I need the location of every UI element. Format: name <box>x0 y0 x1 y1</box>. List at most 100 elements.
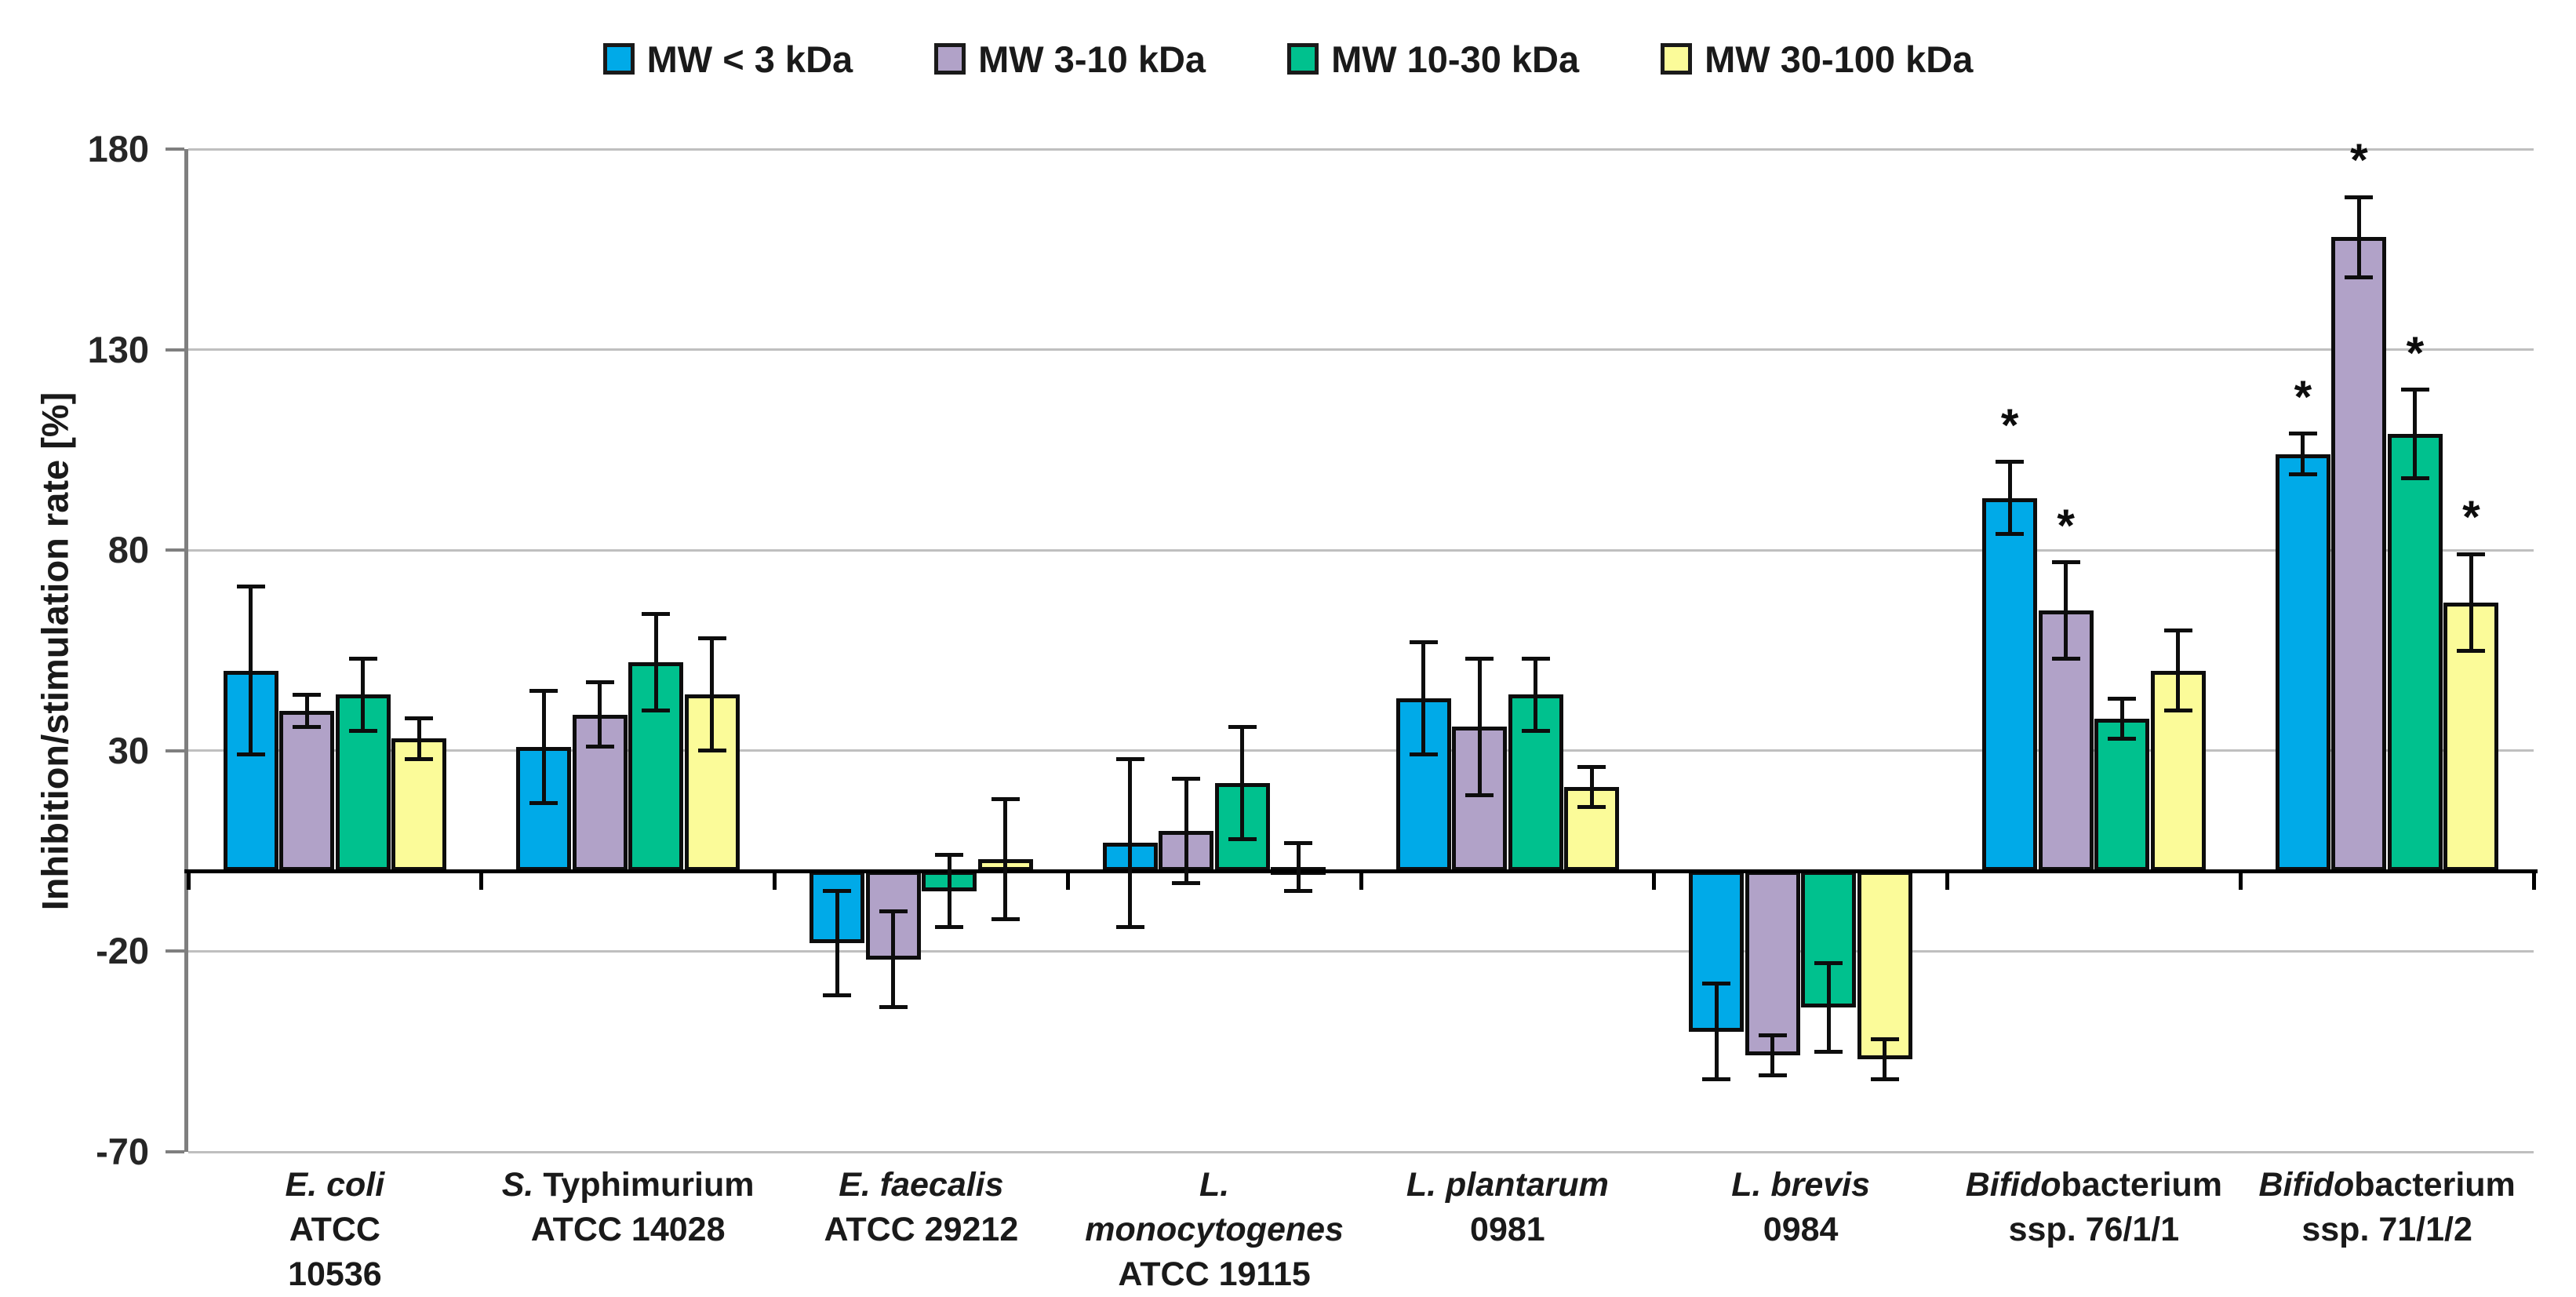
y-tick-label: 180 <box>87 128 149 169</box>
x-category-label-line: S. Typhimurium <box>501 1166 755 1204</box>
error-bar-cap-bottom <box>585 745 614 749</box>
error-bar-line <box>1534 658 1538 731</box>
error-bar-cap-bottom <box>991 917 1020 921</box>
error-bar-cap-bottom <box>293 724 322 729</box>
error-bar-cap-bottom <box>2400 475 2429 480</box>
error-bar-cap-bottom <box>1172 880 1201 885</box>
error-bar-line <box>1421 642 1426 755</box>
significance-asterisk: * <box>2406 327 2425 379</box>
error-bar-cap-bottom <box>1115 925 1144 930</box>
error-bar-cap-bottom <box>1996 532 2025 537</box>
y-tick-label: -20 <box>96 930 149 972</box>
error-bar-cap-top <box>2400 388 2429 392</box>
legend-item: MW 3-10 kDa <box>934 38 1206 81</box>
error-bar-cap-bottom <box>2163 709 2192 713</box>
error-bar-cap-bottom <box>529 800 558 805</box>
error-bar-line <box>249 586 253 755</box>
x-category-label: L. brevis 0984 <box>1654 1163 1948 1252</box>
error-bar-line <box>1770 1035 1775 1076</box>
error-bar-cap-top <box>1228 724 1257 729</box>
error-bar-cap-top <box>697 636 726 641</box>
error-bar-line <box>835 891 839 996</box>
x-axis-tick <box>2238 873 2243 891</box>
x-category-label: Bifidobacterium ssp. 71/1/2 <box>2240 1163 2534 1252</box>
x-category-label: L. monocytogenes ATCC 19115 <box>1068 1163 1361 1297</box>
error-bar-cap-bottom <box>1758 1073 1787 1078</box>
x-category-label-line: ssp. 76/1/1 <box>2008 1211 2180 1248</box>
x-category-label-line: L. brevis <box>1731 1166 1871 1204</box>
error-bar-cap-top <box>991 796 1020 801</box>
error-bar-cap-top <box>2345 195 2374 199</box>
error-bar-cap-bottom <box>823 993 852 998</box>
bar <box>1857 871 1912 1060</box>
gridline <box>188 1150 2534 1153</box>
error-bar-line <box>1477 658 1482 796</box>
x-category-label-line: ATCC 14028 <box>530 1211 726 1248</box>
significance-asterisk: * <box>2000 399 2019 451</box>
error-bar-line <box>2176 630 2181 711</box>
bar <box>2275 454 2330 872</box>
legend-item: MW 30-100 kDa <box>1661 38 1973 81</box>
x-category-label-line: ATCC 19115 <box>1118 1255 1311 1293</box>
error-bar-line <box>2356 197 2361 278</box>
legend-label: MW < 3 kDa <box>646 38 853 80</box>
error-bar-cap-bottom <box>1577 804 1606 809</box>
error-bar-cap-top <box>529 688 558 693</box>
gridline <box>188 749 2534 752</box>
x-category-label-line: 0981 <box>1470 1211 1545 1248</box>
error-bar-cap-bottom <box>1870 1077 1899 1082</box>
bar <box>279 710 335 872</box>
error-bar-cap-top <box>2163 628 2192 632</box>
legend-item: MW 10-30 kDa <box>1287 38 1579 81</box>
chart-legend: MW < 3 kDa MW 3-10 kDa MW 10-30 kDa MW 30-1… <box>0 31 2576 86</box>
x-axis-line <box>184 869 2538 873</box>
y-axis-tick <box>166 548 184 552</box>
error-bar-cap-bottom <box>1702 1077 1731 1082</box>
error-bar-cap-bottom <box>1465 792 1494 797</box>
error-bar-cap-bottom <box>348 728 377 733</box>
legend-swatch <box>602 43 635 75</box>
y-tick-label: 80 <box>107 529 149 571</box>
error-bar-cap-top <box>1577 764 1606 769</box>
error-bar-cap-top <box>879 909 908 913</box>
error-bar-cap-top <box>1996 460 2025 465</box>
error-bar-cap-top <box>1465 656 1494 661</box>
error-bar-line <box>2301 433 2305 475</box>
bar <box>2094 718 2150 872</box>
error-bar-cap-bottom <box>2345 275 2374 280</box>
significance-asterisk: * <box>2057 500 2075 552</box>
x-category-label: L. plantarum 0981 <box>1361 1163 1654 1252</box>
y-axis-tick <box>166 148 184 151</box>
x-category-label: S. Typhimurium ATCC 14028 <box>482 1163 775 1252</box>
error-bar-line <box>361 658 366 731</box>
legend-label: MW 30-100 kDa <box>1705 38 1974 80</box>
x-axis-tick <box>1065 873 1070 891</box>
legend-item: MW < 3 kDa <box>602 38 853 81</box>
error-bar-cap-top <box>1814 961 1843 966</box>
x-category-label-line: Bifidobacterium <box>2258 1166 2516 1204</box>
error-bar-line <box>2007 461 2012 534</box>
error-bar-cap-bottom <box>642 709 671 713</box>
x-category-label-line: ATCC <box>289 1211 380 1248</box>
error-bar-cap-bottom <box>1284 889 1313 894</box>
y-tick-label: 30 <box>107 729 149 771</box>
error-bar-line <box>1296 843 1301 891</box>
error-bar-cap-bottom <box>1409 752 1438 757</box>
y-axis-tick <box>166 749 184 752</box>
error-bar-line <box>598 682 602 747</box>
gridline <box>188 548 2534 552</box>
x-axis-tick <box>773 873 777 891</box>
error-bar-cap-bottom <box>1814 1049 1843 1054</box>
error-bar-line <box>891 911 896 1007</box>
gridline <box>188 348 2534 352</box>
error-bar-cap-top <box>1284 840 1313 845</box>
legend-label: MW 10-30 kDa <box>1331 38 1580 80</box>
error-bar-cap-top <box>1115 756 1144 761</box>
error-bar-line <box>710 638 715 751</box>
x-category-label-line: L. monocytogenes <box>1085 1166 1344 1248</box>
error-bar-line <box>1714 983 1719 1080</box>
bar <box>1745 871 1800 1056</box>
error-bar-line <box>1003 799 1008 920</box>
error-bar-cap-top <box>1521 656 1550 661</box>
